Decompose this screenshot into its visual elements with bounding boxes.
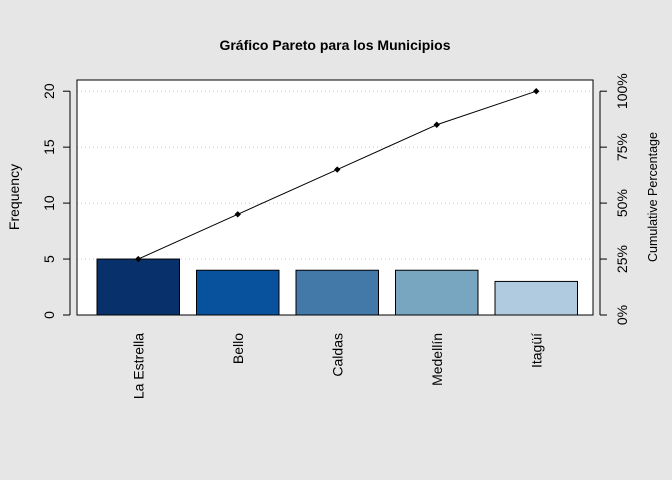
cumulative-point: [433, 121, 440, 128]
y-tick-label: 0: [41, 311, 57, 319]
y-axis-label: Frequency: [6, 164, 22, 230]
bar: [295, 269, 379, 316]
x-tick-label: Itagüí: [528, 333, 544, 368]
y2-axis-label: Cumulative Percentage: [646, 132, 660, 262]
y2-tick-label: 75%: [614, 133, 630, 161]
cumulative-point: [234, 211, 241, 218]
x-tick-label: Medellín: [429, 333, 445, 386]
y-tick-label: 10: [41, 195, 57, 211]
cumulative-line: [135, 87, 540, 263]
y-axis-left: 0 5 10 15 20: [41, 83, 71, 319]
cumulative-point: [135, 255, 142, 263]
bar: [196, 269, 280, 316]
cumulative-point: [533, 87, 540, 95]
bars: [96, 258, 578, 316]
y-tick-label: 5: [41, 255, 57, 263]
y2-tick-label: 0%: [614, 305, 630, 325]
y2-tick-label: 100%: [614, 73, 630, 109]
cumulative-point: [334, 166, 341, 173]
plot-border: [76, 79, 594, 316]
y-tick-label: 20: [41, 83, 57, 99]
bar: [96, 258, 180, 316]
x-tick-label: Caldas: [329, 333, 345, 377]
bar: [395, 269, 479, 316]
y2-tick-label: 50%: [614, 189, 630, 217]
y2-tick-label: 25%: [614, 245, 630, 273]
chart-title: Gráfico Pareto para los Municipios: [219, 37, 450, 53]
x-tick-label: Bello: [230, 333, 246, 364]
y-axis-right: 0% 25% 50% 75% 100%: [599, 73, 630, 325]
y-tick-label: 15: [41, 139, 57, 155]
x-tick-label: La Estrella: [130, 333, 146, 399]
bar: [494, 280, 578, 316]
x-axis: La Estrella Bello Caldas Medellín Itagüí: [130, 333, 544, 399]
